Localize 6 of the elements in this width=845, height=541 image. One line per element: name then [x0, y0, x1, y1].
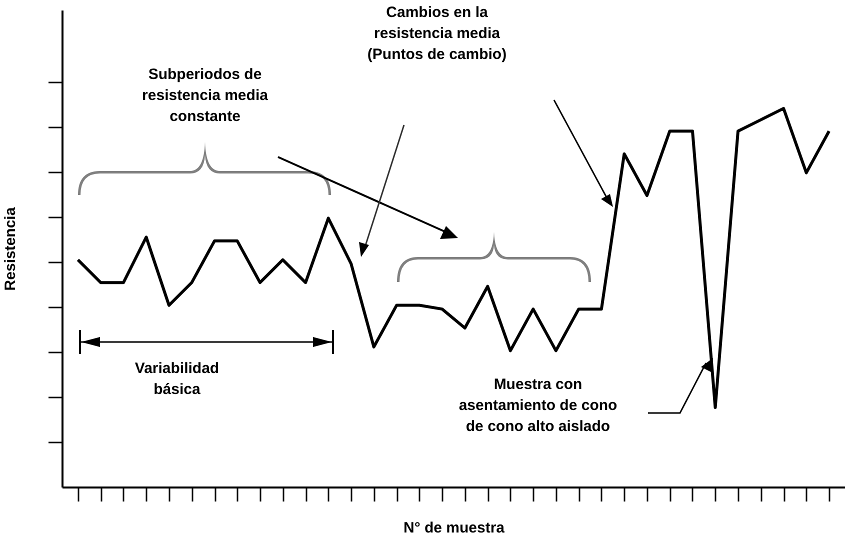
annotation: Subperiodos de resistencia media constante	[142, 65, 268, 127]
annotation: Variabilidad básica	[134, 359, 220, 400]
annotation: Muestra con asentamiento de cono de cono alto aislado	[458, 375, 618, 437]
y-axis-title: Resistencia	[2, 206, 19, 291]
text: Cambios en la resistencia media (Puntos de cambio)	[367, 3, 507, 65]
x-axis-title: N° de muestra	[403, 519, 506, 536]
